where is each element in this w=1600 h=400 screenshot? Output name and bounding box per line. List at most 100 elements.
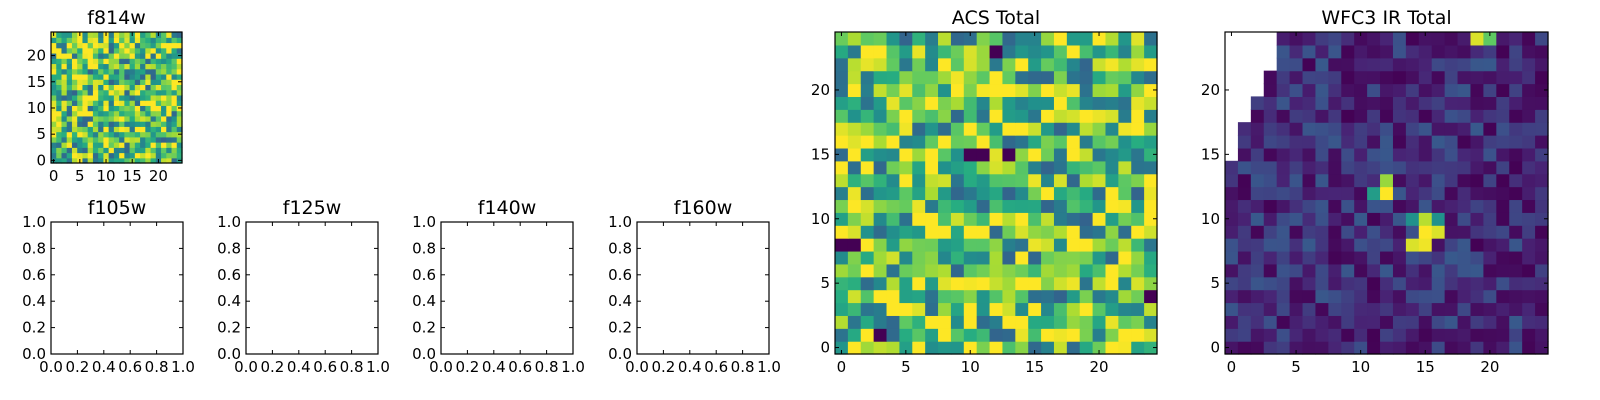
heatmap-cell [1328,160,1342,175]
heatmap-cell [1509,289,1523,304]
heatmap-cell [976,173,991,188]
heatmap-cell [1276,250,1291,265]
heatmap-cell [1367,83,1381,97]
heatmap-cell [1066,212,1081,226]
heatmap-cell [171,142,178,148]
heatmap-cell [1367,302,1381,316]
panel-title-acs-total: ACS Total [952,7,1040,29]
heatmap-cell [912,276,926,291]
heatmap-cell [108,94,115,101]
heatmap-cell [1367,199,1381,213]
heatmap-cell [124,152,131,159]
heatmap-cell [1418,70,1433,85]
heatmap-cell [129,89,136,96]
heatmap-cell [98,105,104,112]
heatmap-cell [1105,302,1119,316]
heatmap-cell [108,37,115,44]
heatmap-cell [1105,276,1119,291]
heatmap-cell [1315,70,1329,85]
heatmap-cell [835,199,849,213]
heatmap-cell [1483,289,1497,304]
heatmap-cell [860,199,875,213]
heatmap-cell [1302,341,1317,355]
heatmap-cell [1131,263,1145,278]
heatmap-cell [1079,225,1094,239]
heatmap-cell [1354,315,1368,329]
heatmap-cell [51,100,57,106]
heatmap-cell [161,121,167,127]
heatmap-cell [1444,135,1459,149]
heatmap-cell [886,302,900,316]
heatmap-cell [873,263,888,278]
heatmap-cell [1483,147,1497,162]
heatmap-cell [1522,276,1536,291]
heatmap-cell [938,263,952,278]
heatmap-cell [1522,225,1536,239]
heatmap-cell [1457,289,1472,304]
y-tick-label: 0.8 [217,239,241,257]
heatmap-cell [108,147,115,154]
heatmap-cell [1380,186,1394,201]
heatmap-cell [1028,83,1042,97]
heatmap-cell [92,37,99,44]
heatmap-cell [1328,122,1342,136]
heatmap-cell [1328,186,1342,201]
heatmap-cell [1380,122,1394,136]
heatmap-cell [1405,250,1420,265]
heatmap-cell [1302,238,1317,252]
heatmap-cell [103,79,110,85]
heatmap-cell [51,89,57,96]
heatmap-cell [1263,109,1278,123]
heatmap-cell [77,121,84,127]
heatmap-cell [963,225,978,239]
heatmap-cell [166,84,173,91]
heatmap-cell [1483,109,1497,123]
axes-frame-acs-total [834,31,1158,355]
heatmap-cell [77,37,84,44]
heatmap-cell [145,142,152,148]
heatmap-cell [1079,328,1094,342]
heatmap-cell [950,315,965,329]
heatmap-cell [119,131,125,138]
heatmap-cell [989,302,1004,316]
heatmap-cell [1444,173,1459,188]
heatmap-cell [847,186,862,201]
heatmap-cell [150,47,157,54]
heatmap-cell [1444,199,1459,213]
heatmap-cell [1470,302,1484,316]
heatmap-cell [71,47,78,54]
heatmap-cell [108,47,115,54]
heatmap-cell [1535,96,1549,110]
heatmap-cell [989,315,1004,329]
heatmap-cell [1028,315,1042,329]
heatmap-cell [1367,328,1381,342]
heatmap-cell [860,173,875,188]
heatmap-cell [963,263,978,278]
heatmap-cell [1276,238,1291,252]
heatmap-cell [1431,328,1446,342]
heatmap-cell [1131,302,1145,316]
heatmap-cell [1457,263,1472,278]
x-tick-label: 0.6 [508,358,532,376]
heatmap-cell [1392,32,1407,46]
heatmap-cell [1341,263,1355,278]
heatmap-cell [1118,238,1132,252]
heatmap-cell [950,160,965,175]
heatmap-cell [1118,57,1132,72]
heatmap-cell [899,212,913,226]
heatmap-cell [1380,160,1394,175]
heatmap-cell [938,57,952,72]
heatmap-cell [1328,109,1342,123]
heatmap-cell [1092,341,1107,355]
heatmap-cell [1354,173,1368,188]
heatmap-cell [1328,135,1342,149]
heatmap-cell [56,121,63,127]
heatmap-cell [66,63,73,70]
heatmap-cell [1263,212,1278,226]
heatmap-cell [860,44,875,59]
y-tick-label: 1.0 [22,213,46,231]
heatmap-cell [976,96,991,110]
heatmap-cell [1131,186,1145,201]
heatmap-cell [1028,70,1042,85]
heatmap-cell [1496,263,1510,278]
